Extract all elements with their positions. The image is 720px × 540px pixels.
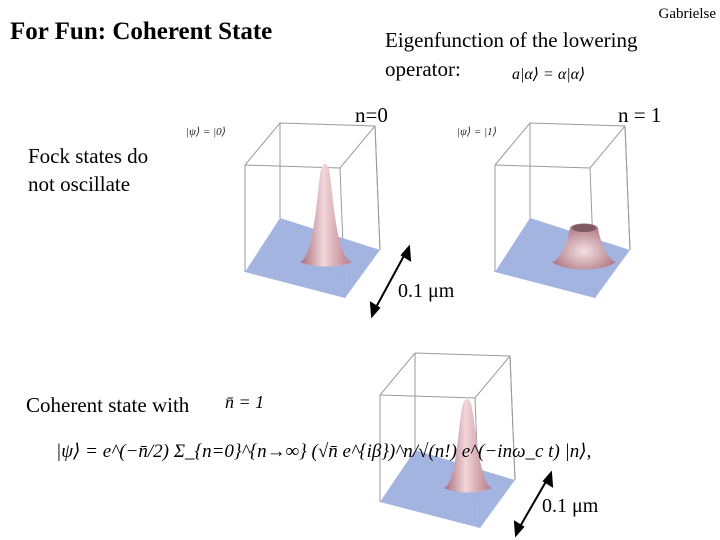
plot-box: [379, 352, 516, 529]
coherent-state-formula: |ψ⟩ = e^(−n̄/2) Σ_{n=0}^{n→∞} (√n̄ e^{iβ…: [56, 441, 592, 462]
psi-n0-label: |ψ⟩ = |0⟩: [186, 126, 226, 138]
slide-title: For Fun: Coherent State: [10, 18, 273, 45]
gaussian-peak: [444, 399, 492, 493]
author-label: Gabrielse: [658, 6, 716, 22]
psi-n1-label: |ψ⟩ = |1⟩: [457, 126, 497, 138]
n0-label: n=0: [355, 103, 388, 127]
scale-label-n0: 0.1 μm: [398, 280, 455, 302]
fock-states-text: Fock states do not oscillate: [28, 144, 149, 196]
scale-label-coherent: 0.1 μm: [542, 495, 599, 517]
gaussian-peak: [300, 163, 352, 267]
plot-n0: [244, 122, 381, 299]
eigenfunction-text: Eigenfunction of the lowering operator:: [385, 28, 638, 81]
ring-hole: [572, 224, 596, 232]
n1-label: n = 1: [618, 103, 662, 127]
double-arrow-icon: [513, 470, 554, 538]
plot-box: [494, 122, 631, 299]
plot-coherent: [379, 352, 516, 529]
nbar-equation: n̄ = 1: [225, 392, 265, 412]
ring-peak: [552, 223, 616, 270]
double-arrow-icon: [369, 244, 412, 319]
plot-n1: [494, 122, 631, 299]
eigen-equation: a|α⟩ = α|α⟩: [512, 66, 586, 83]
coherent-state-text: Coherent state with: [26, 393, 190, 417]
